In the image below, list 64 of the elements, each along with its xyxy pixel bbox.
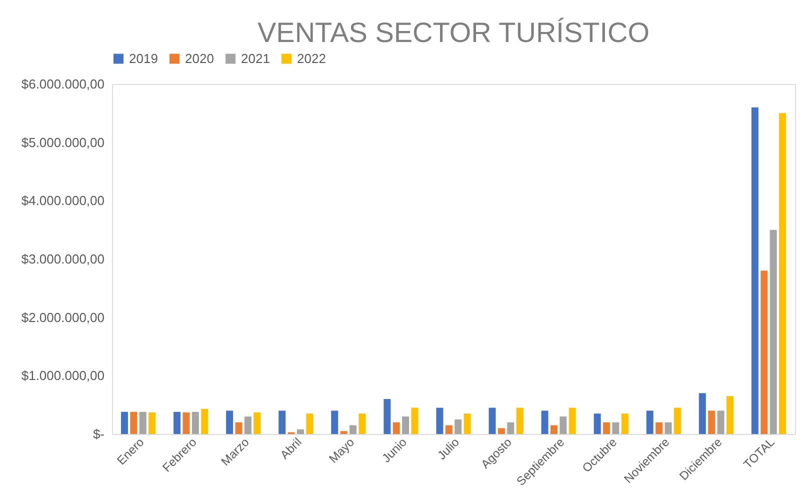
bar — [392, 422, 400, 434]
bar — [278, 410, 286, 434]
x-tick-label: Julio — [434, 434, 462, 462]
bar — [148, 412, 156, 434]
y-tick-label: $2.000.000,00 — [21, 310, 104, 325]
bar — [656, 422, 663, 434]
bar — [603, 422, 610, 434]
bar — [779, 113, 786, 434]
bar — [254, 412, 261, 434]
bar — [568, 408, 576, 434]
bar — [770, 230, 777, 434]
y-tick-label: $4.000.000,00 — [21, 193, 104, 208]
bar — [226, 410, 234, 434]
bar — [717, 410, 724, 434]
bar — [541, 410, 548, 434]
bar — [411, 408, 418, 434]
bar — [612, 422, 620, 434]
bar — [384, 399, 391, 434]
bar — [235, 422, 242, 434]
bar — [488, 408, 496, 434]
y-tick-label: $1.000.000,00 — [21, 368, 104, 384]
bar — [560, 416, 567, 434]
bar — [139, 412, 146, 434]
bar — [192, 412, 199, 434]
bar — [621, 414, 628, 434]
legend-label: 2021 — [241, 50, 270, 66]
bar — [646, 410, 654, 434]
bar — [174, 412, 181, 434]
y-tick-label: $5.000.000,00 — [21, 134, 104, 150]
bar — [350, 425, 357, 434]
bar — [498, 428, 505, 434]
bar — [120, 412, 128, 434]
bar — [306, 414, 314, 434]
bar — [331, 410, 338, 434]
bar — [182, 412, 190, 434]
bar — [674, 408, 681, 434]
bar — [436, 408, 444, 434]
bar — [244, 416, 252, 434]
bar — [708, 410, 716, 434]
bar — [664, 422, 672, 434]
chart-title: VENTAS SECTOR TURÍSTICO — [257, 17, 650, 48]
bar — [454, 419, 462, 434]
bar — [130, 412, 138, 434]
bar — [464, 414, 471, 434]
bar — [402, 416, 410, 434]
bar — [760, 270, 768, 434]
legend-label: 2020 — [185, 50, 214, 66]
bar — [445, 425, 452, 434]
legend-label: 2019 — [129, 50, 158, 66]
bar — [340, 431, 348, 434]
y-tick-label: $6.000.000,00 — [21, 76, 104, 92]
bar — [296, 429, 304, 434]
y-tick-label: $3.000.000,00 — [21, 252, 104, 266]
bar — [201, 408, 208, 434]
bar — [698, 393, 706, 434]
legend-label: 2022 — [297, 50, 326, 66]
y-tick-label: $- — [92, 426, 104, 442]
bar — [516, 408, 524, 434]
bar — [594, 414, 601, 434]
bar — [726, 396, 734, 434]
bar — [751, 107, 758, 434]
bar — [507, 422, 514, 434]
bar — [358, 414, 366, 434]
bar — [550, 425, 558, 434]
